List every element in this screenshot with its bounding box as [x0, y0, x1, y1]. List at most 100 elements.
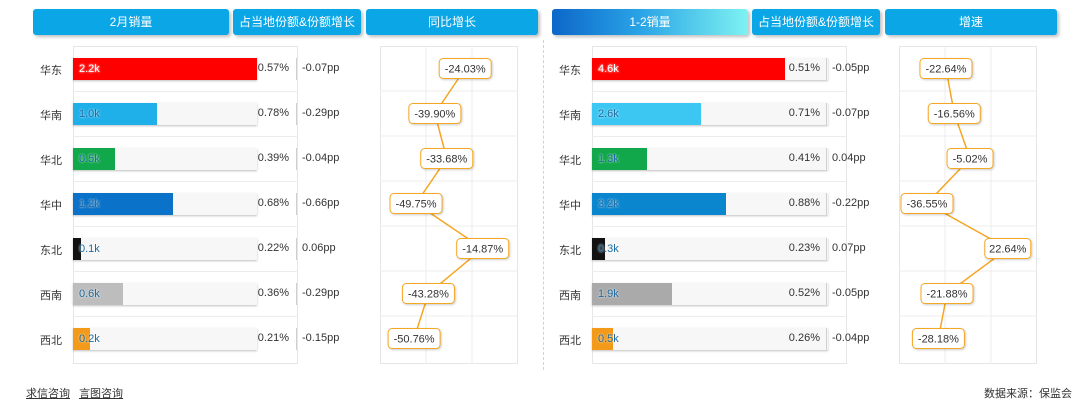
left-growth-label-box — [387, 328, 441, 349]
panel-divider — [543, 40, 544, 370]
right-growth-label: -28.18% — [918, 334, 959, 346]
right-share-change: -0.22pp — [832, 196, 870, 209]
left-share-change: 0.06pp — [302, 241, 336, 254]
footer-link-yantu[interactable]: 言图咨询 — [79, 388, 124, 400]
header-right-share: 占当地份额&份额增长 — [752, 9, 880, 35]
left-growth-label: -14.87% — [462, 244, 503, 256]
right-share-change: -0.07pp — [832, 106, 870, 119]
left-growth-label-box — [408, 103, 462, 124]
left-growth-label-box — [401, 283, 455, 304]
left-growth-label: -33.68% — [426, 154, 467, 166]
right-growth-label-box — [900, 193, 954, 214]
right-share-separator — [826, 192, 827, 215]
left-row-line — [73, 181, 298, 182]
right-share-value: 0.71% — [788, 106, 820, 119]
right-bar — [592, 192, 727, 215]
right-region-label: 华中 — [559, 199, 581, 212]
left-share-value: 0.36% — [257, 286, 289, 299]
left-bar-track: 0.1k — [73, 237, 257, 260]
right-region-label: 西南 — [559, 289, 581, 302]
left-share-separator — [296, 327, 297, 350]
header-right-sales: 1-2销量 — [552, 9, 748, 35]
left-region-label: 东北 — [40, 244, 62, 257]
right-share-value: 0.26% — [788, 331, 820, 344]
left-share-separator — [296, 57, 297, 80]
left-bar-value: 1.0k — [79, 107, 100, 120]
header-right-growth: 增速 — [885, 9, 1057, 35]
right-bar-track: 0.3k — [592, 237, 828, 260]
footer-links: 求信咨询 言图咨询 — [26, 385, 129, 401]
right-growth-label-box — [946, 148, 994, 169]
left-region-label: 华东 — [40, 64, 62, 77]
left-row-line — [73, 91, 298, 92]
right-share-value: 0.52% — [788, 286, 820, 299]
right-share-change: 0.04pp — [832, 151, 866, 164]
left-growth-label: -24.03% — [445, 64, 486, 76]
right-growth-label-box — [920, 283, 974, 304]
right-region-label: 华南 — [559, 109, 581, 122]
left-share-change: -0.15pp — [302, 331, 340, 344]
right-growth-label: -21.88% — [927, 289, 968, 301]
right-growth-label: -5.02% — [953, 154, 988, 166]
left-bar — [73, 57, 257, 80]
left-bar-track: 2.2k — [73, 57, 257, 80]
right-growth-label: -16.56% — [934, 109, 975, 121]
right-bar-track: 1.9k — [592, 282, 828, 305]
right-region-label: 华北 — [559, 154, 581, 167]
left-bar — [73, 192, 174, 215]
right-share-separator — [826, 327, 827, 350]
left-bar-value: 0.5k — [79, 152, 100, 165]
left-bar-value: 0.6k — [79, 287, 100, 300]
right-share-value: 0.41% — [788, 151, 820, 164]
left-bar — [73, 237, 82, 260]
left-bar-track: 0.5k — [73, 147, 257, 170]
left-bar-value: 1.2k — [79, 197, 100, 210]
left-share-change: -0.07pp — [302, 61, 340, 74]
right-region-label: 东北 — [559, 244, 581, 257]
right-growth-frame — [899, 46, 1037, 364]
left-share-change: -0.29pp — [302, 106, 340, 119]
left-share-change: -0.66pp — [302, 196, 340, 209]
right-growth-label: -36.55% — [906, 199, 947, 211]
right-bar-value: 1.9k — [598, 287, 619, 300]
right-share-value: 0.51% — [788, 61, 820, 74]
right-bar — [592, 57, 785, 80]
right-share-separator — [826, 147, 827, 170]
left-share-value: 0.21% — [257, 331, 289, 344]
left-region-label: 西南 — [40, 289, 62, 302]
left-growth-label-box — [420, 148, 474, 169]
left-share-separator — [296, 147, 297, 170]
left-region-label: 西北 — [40, 334, 62, 347]
left-share-value: 0.39% — [257, 151, 289, 164]
left-bar — [73, 282, 124, 305]
right-region-label: 华东 — [559, 64, 581, 77]
left-share-separator — [296, 102, 297, 125]
right-share-change: -0.04pp — [832, 331, 870, 344]
left-growth-frame — [380, 46, 518, 364]
left-region-label: 华南 — [40, 109, 62, 122]
right-share-separator — [826, 57, 827, 80]
right-bar-value: 4.6k — [598, 62, 619, 75]
data-source: 数据来源：保监会 — [984, 388, 1072, 400]
left-bar-track: 1.2k — [73, 192, 257, 215]
right-row-line — [592, 226, 847, 227]
left-share-value: 0.57% — [257, 61, 289, 74]
left-share-separator — [296, 237, 297, 260]
left-share-separator — [296, 282, 297, 305]
header-left-yoy: 同比增长 — [366, 9, 538, 35]
right-share-separator — [826, 237, 827, 260]
left-growth-label: -50.76% — [394, 334, 435, 346]
right-bar-value: 1.3k — [598, 152, 619, 165]
right-share-change: 0.07pp — [832, 241, 866, 254]
left-share-value: 0.78% — [257, 106, 289, 119]
left-row-line — [73, 271, 298, 272]
right-bar — [592, 102, 702, 125]
left-growth-label-box — [456, 238, 510, 259]
right-share-separator — [826, 102, 827, 125]
footer-link-qiuxin[interactable]: 求信咨询 — [26, 388, 70, 400]
left-bar — [73, 102, 157, 125]
right-region-label: 西北 — [559, 334, 581, 347]
right-share-value: 0.88% — [788, 196, 820, 209]
right-growth-label-box — [919, 58, 973, 79]
right-share-change: -0.05pp — [832, 286, 870, 299]
